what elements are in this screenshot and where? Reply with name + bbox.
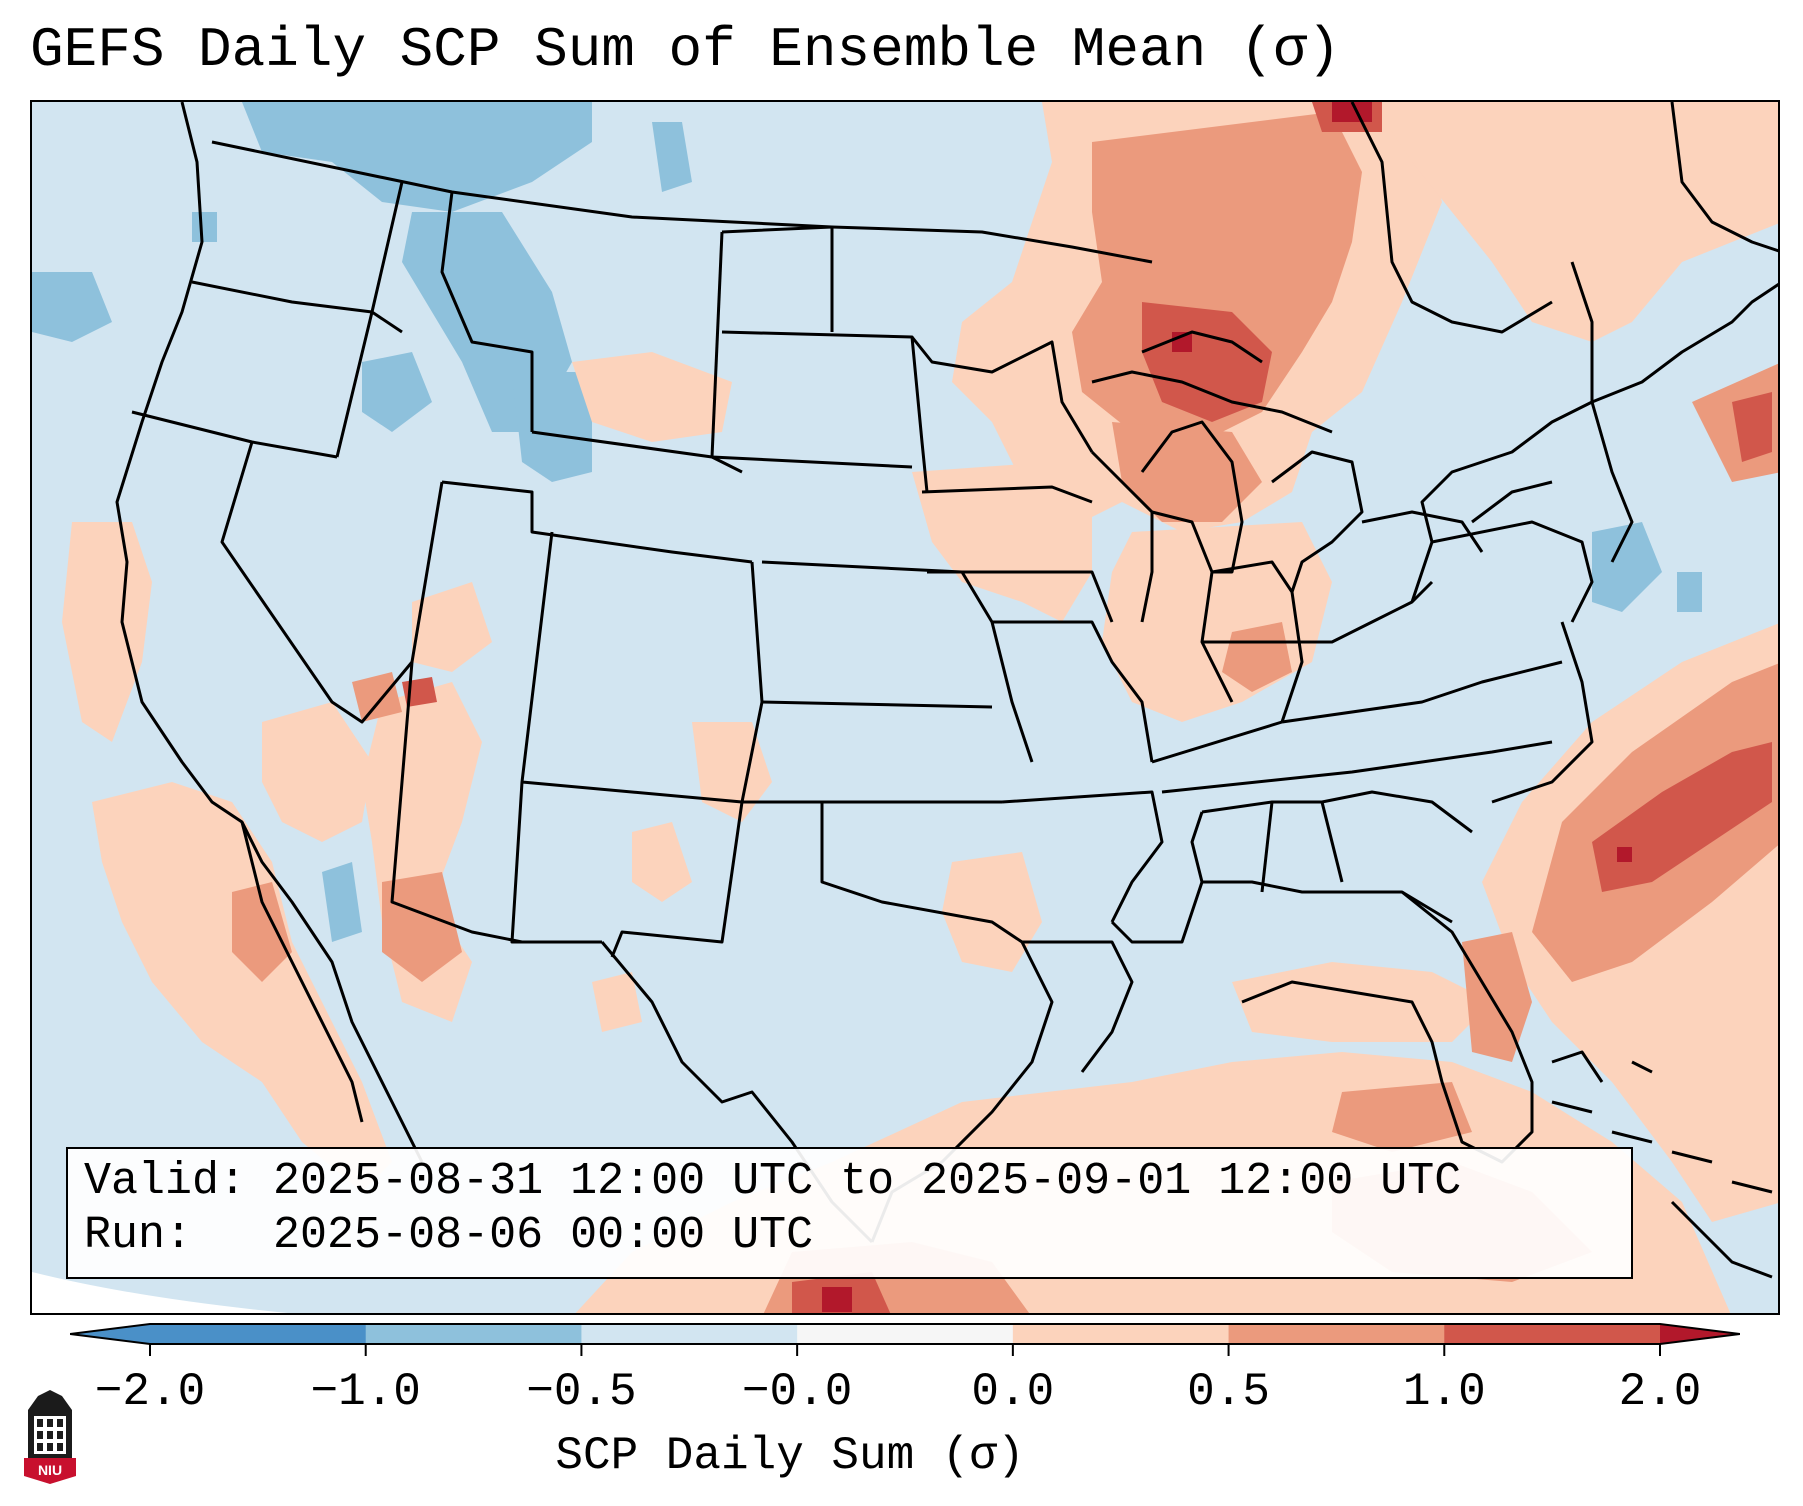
valid-value: 2025-08-31 12:00 UTC to 2025-09-01 12:00… [273, 1156, 1462, 1207]
map-title: GEFS Daily SCP Sum of Ensemble Mean (σ) [30, 18, 1341, 82]
colorbar-segment [797, 1324, 1014, 1344]
colorbar-tick-label: 2.0 [1618, 1366, 1702, 1418]
run-label: Run: [84, 1210, 193, 1261]
valid-label: Valid: [84, 1156, 247, 1207]
logo-text: NIU [38, 1462, 62, 1478]
map-frame [30, 100, 1780, 1315]
colorbar-tick-label: −0.0 [741, 1366, 853, 1418]
colorbar-segment [365, 1324, 582, 1344]
colorbar-segments [70, 1324, 1740, 1344]
colorbar-tick-label: 0.5 [1187, 1366, 1270, 1418]
run-value: 2025-08-06 00:00 UTC [273, 1210, 814, 1261]
niu-tower-icon: NIU [24, 1390, 76, 1484]
info-box: Valid: 2025-08-31 12:00 UTC to 2025-09-0… [66, 1147, 1633, 1279]
negative-anomaly-patches [32, 102, 1702, 942]
out-of-domain-area [32, 1272, 288, 1313]
colorbar [70, 1323, 1740, 1356]
colorbar-extend-low [70, 1324, 150, 1344]
colorbar-tick-label: 0.0 [971, 1366, 1055, 1418]
colorbar-tick-label: −1.0 [310, 1366, 421, 1418]
colorbar-segment [150, 1324, 367, 1344]
colorbar-tick-label: −0.5 [526, 1366, 637, 1418]
colorbar-extend-high [1660, 1324, 1740, 1344]
colorbar-label: SCP Daily Sum (σ) [555, 1430, 1025, 1482]
colorbar-segment [1444, 1324, 1661, 1344]
colorbar-segment [1228, 1324, 1445, 1344]
colorbar-tick-label: 1.0 [1402, 1366, 1486, 1418]
colorbar-ticks [149, 1344, 1661, 1356]
colorbar-tick-label: −2.0 [94, 1366, 206, 1418]
colorbar-segment [581, 1324, 798, 1344]
map-canvas [32, 102, 1778, 1313]
colorbar-segment [1012, 1324, 1230, 1344]
